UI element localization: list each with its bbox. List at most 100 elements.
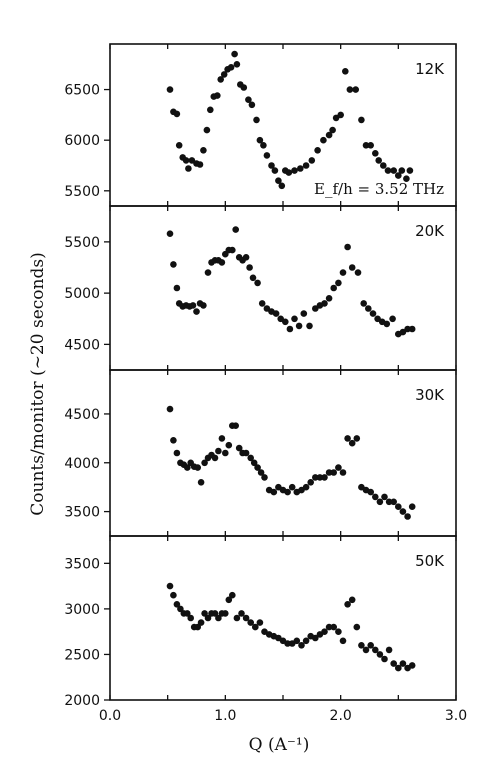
data-point [263,152,271,159]
data-point [399,508,407,515]
data-point [278,182,286,190]
data-point [231,50,238,58]
data-point [215,614,222,622]
data-point [339,637,347,645]
y-tick-label: 3000 [64,602,100,618]
data-point [254,279,261,287]
data-point [362,646,370,654]
data-point [233,614,241,622]
data-point [242,449,250,457]
data-point [348,596,356,604]
data-point [187,614,194,622]
y-tick-label: 5500 [64,235,100,251]
data-point [348,439,356,447]
data-point [390,167,398,174]
data-point [399,660,407,667]
panel-frame [109,535,457,701]
data-point [408,325,416,333]
data-point [201,610,208,617]
data-point [404,325,411,333]
data-point [275,177,282,184]
data-point [403,175,410,182]
data-point [284,640,291,647]
data-point [312,474,319,481]
data-point [197,479,205,486]
data-point [302,162,310,169]
data-point [184,464,191,471]
data-point [329,126,336,134]
y-tick-label: 3500 [64,505,100,521]
data-point [362,142,370,149]
y-tick-label: 6000 [64,133,100,149]
temperature-label: 12K [415,60,445,78]
data-point [353,435,361,442]
data-point [194,464,201,471]
data-point [194,623,201,631]
data-point [395,503,402,511]
data-point [325,623,333,631]
data-point [335,628,342,635]
data-point [389,315,396,323]
data-point [270,488,278,496]
data-point [288,483,296,491]
data-point [254,464,261,471]
data-point [246,264,253,271]
x-tick-label: 1.0 [214,708,236,724]
y-tick-label: 2000 [64,693,100,709]
data-point [390,660,398,667]
data-point [184,610,191,617]
data-point [182,157,190,164]
data-point [339,269,347,276]
data-point [348,264,356,271]
data-point [211,454,219,462]
data-point [196,161,204,168]
data-point [189,302,197,309]
data-point [369,310,377,317]
panel-30K: 3500 4000 4500 30K [64,369,457,537]
data-point [339,469,347,476]
data-point [344,601,351,608]
data-point [222,449,229,457]
data-point [344,243,351,251]
panel-frame [109,205,457,371]
data-point [408,503,416,511]
data-point [330,284,338,292]
data-point [354,269,362,276]
data-point [330,469,338,476]
data-point [291,315,298,323]
data-point [256,136,264,144]
temperature-label: 30K [415,386,445,404]
data-point [260,142,267,149]
y-tick-label: 5000 [64,286,100,302]
data-point [242,253,250,261]
temperature-label: 20K [415,222,445,240]
panel-12K: 5500 6000 6500 12K E_f/h = 3.52 THz [64,43,457,207]
data-point [271,167,279,174]
data-point [342,68,349,75]
data-point [307,479,315,486]
data-point [227,64,235,71]
data-point [166,582,174,590]
data-point [353,623,361,631]
data-point [166,230,174,237]
data-point [261,474,268,481]
data-point [173,284,181,292]
data-point [346,86,354,93]
data-point [218,259,226,266]
data-point [406,167,414,174]
data-point [242,614,250,622]
y-tick-label: 3500 [64,556,100,572]
data-point [200,147,207,154]
data-point [229,246,236,254]
data-point [240,84,248,91]
data-point [408,662,416,669]
data-point [358,116,365,124]
data-point [302,483,310,491]
y-tick-label: 4000 [64,456,100,472]
data-point [204,614,212,622]
data-point [298,642,305,649]
data-point [218,435,226,442]
data-point [217,76,224,83]
data-point [404,513,411,520]
